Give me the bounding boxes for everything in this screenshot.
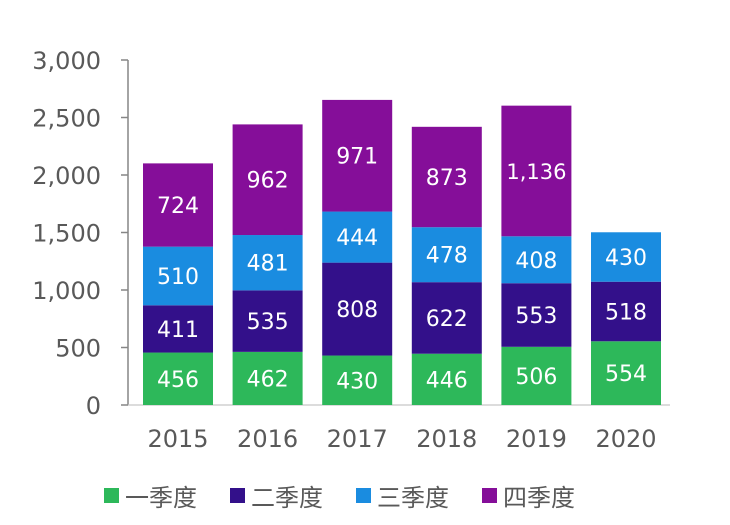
- y-tick-label: 1,000: [32, 277, 101, 305]
- data-label: 808: [336, 298, 378, 323]
- x-tick-label: 2017: [327, 425, 388, 453]
- y-tick-label: 3,000: [32, 47, 101, 75]
- bar-segment: [232, 235, 303, 291]
- data-label: 518: [605, 301, 647, 326]
- bar-segment: [411, 353, 482, 405]
- legend-item: 四季度: [482, 478, 575, 513]
- bar-segment: [501, 105, 572, 237]
- y-tick-label: 0: [86, 392, 101, 420]
- legend-label: 一季度: [125, 484, 197, 512]
- legend-item: 二季度: [230, 478, 323, 513]
- legend-label: 二季度: [251, 484, 323, 512]
- legend-swatch: [104, 488, 119, 503]
- bar-segment: [411, 282, 482, 354]
- bar-segment: [232, 351, 303, 405]
- bar-segment: [411, 126, 482, 228]
- bar-segment: [501, 283, 572, 347]
- bar-segment: [143, 246, 213, 306]
- stacked-bar-chart: 0 500 1,000 1,500 2,000 2,500 3,000 456 411 510 72…: [32, 47, 670, 453]
- data-label: 873: [426, 166, 468, 191]
- legend: 一季度 二季度 三季度 四季度: [104, 478, 608, 513]
- data-label: 1,136: [506, 160, 566, 184]
- bar-segment: [232, 124, 303, 236]
- x-tick-label: 2019: [506, 425, 567, 453]
- bar-segment: [501, 346, 572, 405]
- data-label: 462: [247, 367, 289, 392]
- data-label: 430: [605, 246, 647, 271]
- data-label: 478: [426, 244, 468, 269]
- legend-label: 三季度: [377, 484, 449, 512]
- bar-segment: [143, 352, 213, 405]
- data-label: 430: [336, 369, 378, 394]
- bar-segment: [143, 163, 213, 247]
- bar-segment: [501, 236, 572, 284]
- x-tick-label: 2020: [595, 425, 656, 453]
- x-tick-label: 2018: [416, 425, 477, 453]
- data-label: 622: [426, 307, 468, 332]
- data-label: 724: [157, 194, 199, 219]
- bar-segment: [322, 211, 393, 263]
- bar-segment: [322, 355, 393, 405]
- data-label: 446: [426, 368, 468, 393]
- data-label: 444: [336, 226, 378, 251]
- data-label: 554: [605, 362, 647, 387]
- y-tick-label: 2,000: [32, 162, 101, 190]
- bar-segment: [322, 262, 393, 356]
- data-label: 510: [157, 265, 199, 290]
- bar-segment: [143, 305, 213, 353]
- data-label: 408: [515, 249, 557, 274]
- bar-segment: [591, 281, 661, 342]
- legend-item: 三季度: [356, 478, 449, 513]
- y-tick-label: 1,500: [32, 220, 101, 248]
- bar-segment: [591, 341, 661, 405]
- data-label: 962: [247, 169, 289, 194]
- bar-segment: [232, 290, 303, 352]
- legend-swatch: [482, 488, 497, 503]
- data-label: 411: [157, 318, 199, 343]
- data-label: 553: [515, 304, 557, 329]
- bar-segment: [322, 99, 393, 212]
- data-label: 506: [515, 365, 557, 390]
- x-tick-label: 2015: [147, 425, 208, 453]
- legend-item: 一季度: [104, 478, 197, 513]
- legend-swatch: [356, 488, 371, 503]
- y-tick-label: 500: [55, 335, 101, 363]
- data-label: 971: [336, 145, 378, 170]
- y-tick-label: 2,500: [32, 105, 101, 133]
- x-tick-label: 2016: [237, 425, 298, 453]
- bar-segment: [411, 227, 482, 283]
- bar-segment: [591, 232, 661, 282]
- data-label: 481: [247, 252, 289, 277]
- data-label: 535: [247, 310, 289, 335]
- legend-label: 四季度: [503, 484, 575, 512]
- data-label: 456: [157, 368, 199, 393]
- legend-swatch: [230, 488, 245, 503]
